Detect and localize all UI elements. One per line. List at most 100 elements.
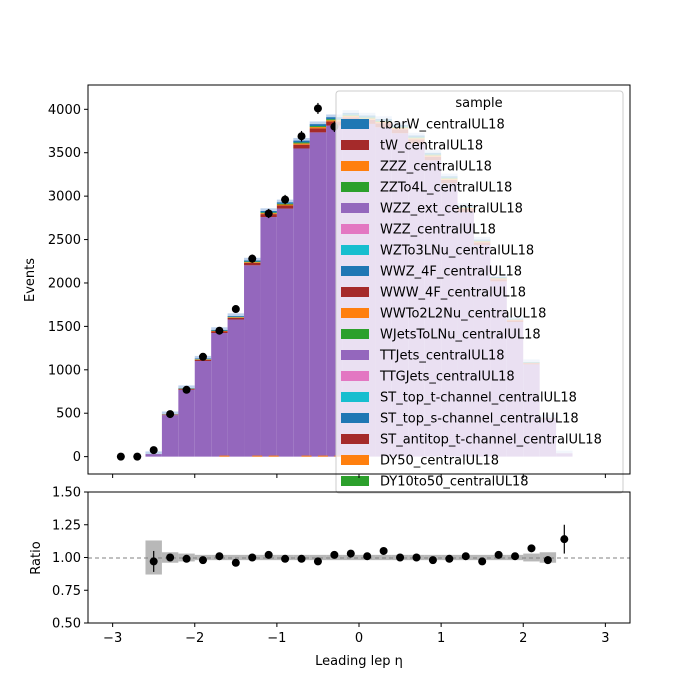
- legend-swatch: [341, 371, 369, 381]
- data-points: [116, 102, 339, 461]
- legend-entry-label: WZZ_centralUL18: [380, 223, 496, 238]
- x-tick-label: 0: [355, 631, 363, 646]
- ratio-point: [297, 554, 306, 563]
- legend-entry-label: ZZTo4L_centralUL18: [380, 181, 512, 196]
- y-tick-label: 1000: [48, 363, 81, 378]
- y-tick-label: 4000: [48, 103, 81, 118]
- histogram-bin-layer: [326, 117, 343, 120]
- data-point: [198, 352, 207, 361]
- legend-swatch: [341, 140, 369, 150]
- histogram-bin-layer: [293, 144, 310, 149]
- ratio-point: [379, 546, 388, 555]
- histogram-bin: [178, 389, 195, 457]
- data-point: [215, 326, 224, 335]
- y-axis-ticks: 0 500 1000 1500 2000 2500 3000 3500 4000: [48, 103, 88, 465]
- y-tick-label: 500: [56, 407, 81, 422]
- histogram-bin-layer: [293, 143, 310, 145]
- y-axis-label-ratio: Ratio: [29, 541, 44, 574]
- legend-entry-label: tbarW_centralUL18: [380, 118, 505, 133]
- ratio-point: [396, 553, 405, 562]
- ratio-y-tick-label: 1.50: [52, 486, 81, 501]
- main-plot-panel: sample tbarW_centralUL18 tW_centralUL18 ZZ…: [23, 84, 631, 494]
- legend-swatch: [341, 434, 369, 444]
- ratio-point: [182, 554, 191, 563]
- x-tick-label: 2: [519, 631, 527, 646]
- histogram-bin: [227, 319, 245, 457]
- histogram-bin-layer: [227, 315, 245, 317]
- legend-entry-label: tW_centralUL18: [380, 139, 483, 154]
- ratio-point: [281, 554, 290, 563]
- y-tick-label: 3000: [48, 190, 81, 205]
- ratio-point: [511, 552, 520, 561]
- histogram-bin-layer: [293, 142, 310, 144]
- data-point: [248, 254, 257, 263]
- histogram-bin: [211, 333, 228, 457]
- ratio-point: [248, 553, 257, 562]
- ratio-point: [527, 544, 536, 553]
- x-tick-label: 3: [601, 631, 609, 646]
- x-tick-label: −1: [267, 631, 286, 646]
- histogram-bin: [293, 148, 310, 457]
- x-axis-label: Leading lep η: [315, 654, 403, 669]
- ratio-point: [149, 557, 158, 566]
- legend-swatch: [341, 245, 369, 255]
- legend-box: [335, 90, 624, 494]
- data-point: [116, 452, 125, 461]
- histogram-bin-layer: [276, 205, 294, 209]
- x-tick-label: −3: [103, 631, 122, 646]
- histogram-bin: [194, 360, 212, 457]
- histogram-bin-layer: [309, 124, 327, 127]
- legend: sample tbarW_centralUL18 tW_centralUL18 ZZ…: [335, 90, 624, 494]
- legend-swatch: [341, 476, 369, 486]
- legend-swatch: [341, 119, 369, 129]
- histogram-low-layer: [301, 455, 312, 457]
- ratio-plot-panel: 0.50 0.75 1.00 1.25 1.50 −3 −2 −1 0 1 2 3 Ratio Le…: [29, 486, 631, 669]
- legend-entry-label: WZTo3LNu_centralUL18: [380, 244, 534, 259]
- ratio-point: [543, 556, 552, 565]
- ratio-y-tick-label: 0.50: [52, 617, 81, 632]
- legend-entry-label: ST_antitop_t-channel_centralUL18: [380, 433, 602, 448]
- data-point: [166, 410, 175, 419]
- histogram-bin-layer: [309, 127, 327, 129]
- legend-swatch: [341, 392, 369, 402]
- legend-swatch: [341, 203, 369, 213]
- y-tick-label: 2500: [48, 233, 81, 248]
- ratio-point: [363, 552, 372, 561]
- ratio-y-axis-ticks: 0.50 0.75 1.00 1.25 1.50: [52, 486, 88, 632]
- ratio-y-tick-label: 1.00: [52, 551, 81, 566]
- legend-entry-label: ST_top_t-channel_centralUL18: [380, 391, 577, 406]
- legend-title: sample: [455, 96, 502, 111]
- legend-entry-label: WWW_4F_centralUL18: [380, 286, 526, 301]
- mc-uncertainty-hatch: [309, 121, 327, 125]
- ratio-point: [231, 558, 240, 567]
- data-point: [281, 195, 290, 204]
- histogram-bin-layer: [326, 120, 343, 122]
- legend-swatch: [341, 224, 369, 234]
- histogram-low-layer: [317, 455, 328, 457]
- ratio-point: [166, 553, 175, 562]
- legend-swatch: [341, 161, 369, 171]
- legend-swatch: [341, 350, 369, 360]
- x-axis-ticks-main: [112, 474, 606, 478]
- legend-entry-label: TTJets_centralUL18: [379, 349, 505, 364]
- ratio-point: [461, 552, 470, 561]
- histogram-bin-layer: [244, 262, 261, 266]
- histogram-bin: [260, 217, 277, 457]
- legend-entry-label: DY50_centralUL18: [380, 454, 499, 469]
- histogram-bin-layer: [293, 140, 310, 143]
- x-tick-label: −2: [185, 631, 204, 646]
- legend-entry-label: TTGJets_centralUL18: [379, 370, 515, 385]
- ratio-point: [560, 535, 569, 544]
- data-point: [297, 132, 306, 141]
- ratio-point: [198, 556, 207, 565]
- legend-entry-label: WWZ_4F_centralUL18: [380, 265, 522, 280]
- legend-swatch: [341, 287, 369, 297]
- histogram-bin: [145, 454, 162, 457]
- ratio-point: [215, 552, 224, 561]
- y-axis-label-events: Events: [23, 258, 38, 302]
- legend-entry-label: DY10to50_centralUL18: [380, 475, 529, 490]
- histogram-low-layer: [219, 455, 230, 457]
- legend-swatch: [341, 308, 369, 318]
- ratio-point: [412, 553, 421, 562]
